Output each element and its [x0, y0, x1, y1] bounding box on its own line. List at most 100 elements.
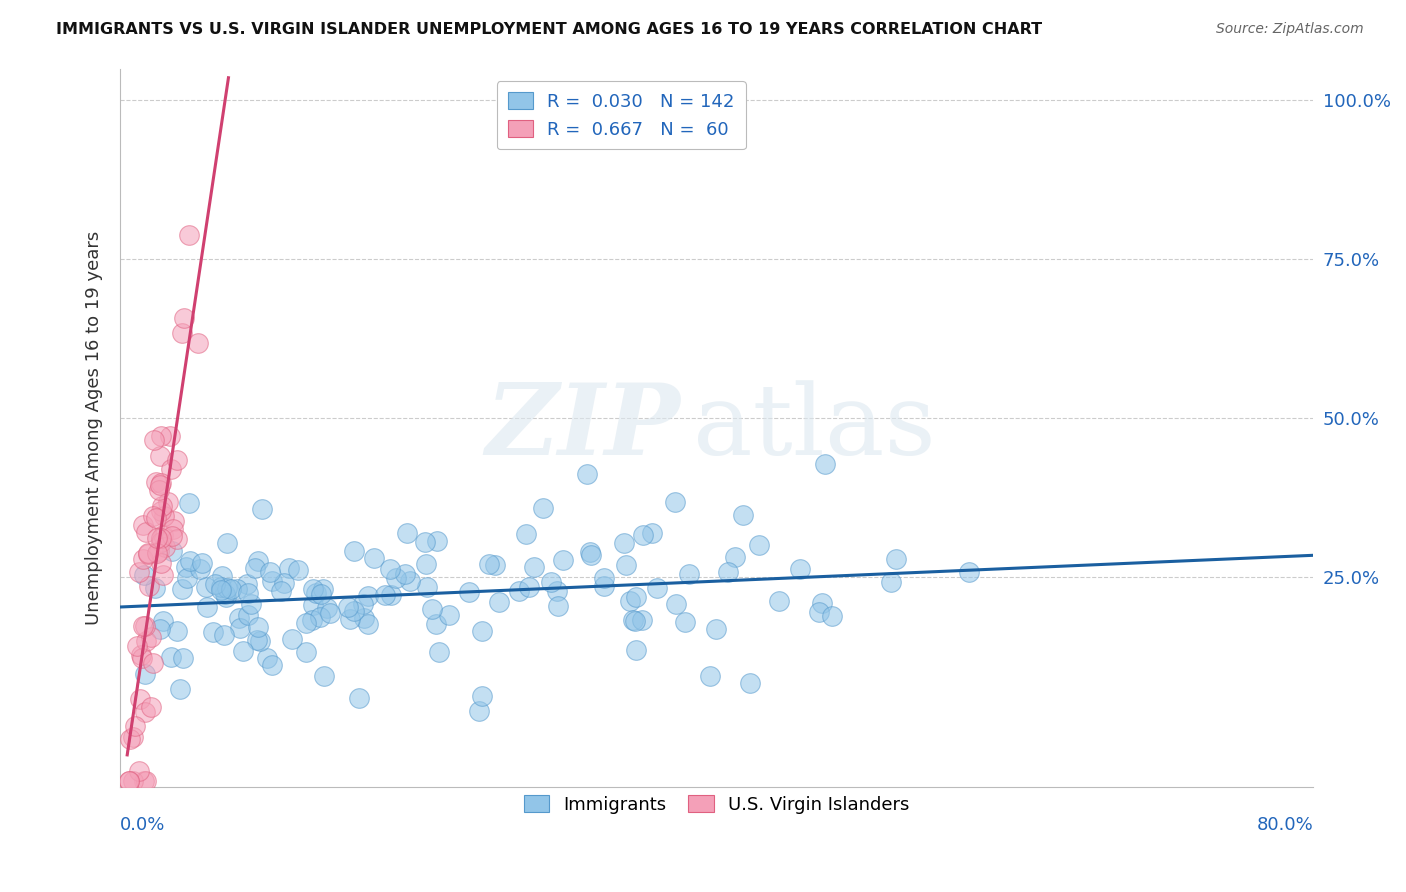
Point: [150, 499, 173, 513]
Point: [259, 565, 281, 579]
Point: [623, 614, 645, 628]
Point: [247, 553, 270, 567]
Point: [228, 611, 250, 625]
Point: [630, 613, 652, 627]
Point: [281, 632, 304, 646]
Point: [810, 596, 832, 610]
Point: [215, 581, 238, 595]
Point: [118, 773, 141, 788]
Point: [593, 571, 616, 585]
Point: [808, 605, 831, 619]
Point: [246, 620, 269, 634]
Point: [478, 558, 501, 572]
Point: [173, 310, 195, 325]
Y-axis label: Unemployment Among Ages 16 to 19 years: Unemployment Among Ages 16 to 19 years: [86, 231, 103, 625]
Point: [152, 614, 174, 628]
Point: [614, 558, 637, 572]
Point: [187, 336, 209, 351]
Point: [214, 628, 236, 642]
Point: [592, 579, 614, 593]
Point: [148, 483, 170, 497]
Point: [262, 658, 284, 673]
Point: [194, 580, 217, 594]
Point: [309, 610, 332, 624]
Point: [160, 462, 183, 476]
Point: [149, 622, 172, 636]
Point: [149, 504, 172, 518]
Point: [155, 540, 177, 554]
Point: [148, 544, 170, 558]
Point: [357, 590, 380, 604]
Point: [172, 651, 194, 665]
Point: [129, 648, 152, 663]
Point: [399, 574, 422, 589]
Point: [631, 528, 654, 542]
Point: [160, 528, 183, 542]
Point: [232, 644, 254, 658]
Point: [789, 562, 811, 576]
Point: [145, 511, 167, 525]
Point: [621, 614, 644, 628]
Point: [219, 582, 242, 597]
Point: [149, 449, 172, 463]
Point: [150, 429, 173, 443]
Point: [132, 773, 155, 788]
Point: [143, 581, 166, 595]
Point: [236, 586, 259, 600]
Point: [312, 582, 335, 596]
Point: [134, 619, 156, 633]
Point: [139, 700, 162, 714]
Point: [169, 682, 191, 697]
Point: [665, 597, 688, 611]
Point: [353, 611, 375, 625]
Point: [215, 590, 238, 604]
Point: [420, 602, 443, 616]
Point: [142, 509, 165, 524]
Text: ZIP: ZIP: [486, 379, 681, 476]
Point: [316, 600, 339, 615]
Point: [540, 574, 562, 589]
Point: [118, 732, 141, 747]
Point: [363, 550, 385, 565]
Point: [484, 558, 506, 572]
Point: [301, 598, 323, 612]
Point: [458, 585, 481, 599]
Point: [146, 531, 169, 545]
Point: [425, 616, 447, 631]
Point: [821, 609, 844, 624]
Point: [551, 553, 574, 567]
Point: [547, 599, 569, 614]
Point: [179, 554, 201, 568]
Point: [149, 478, 172, 492]
Point: [374, 589, 396, 603]
Point: [163, 514, 186, 528]
Point: [546, 583, 568, 598]
Point: [135, 773, 157, 788]
Text: atlas: atlas: [693, 380, 935, 475]
Point: [195, 600, 218, 615]
Point: [624, 591, 647, 605]
Point: [124, 719, 146, 733]
Point: [380, 589, 402, 603]
Point: [413, 535, 436, 549]
Point: [128, 764, 150, 778]
Point: [352, 597, 374, 611]
Point: [488, 595, 510, 609]
Point: [138, 546, 160, 560]
Point: [135, 524, 157, 539]
Point: [128, 565, 150, 579]
Point: [131, 651, 153, 665]
Point: [295, 616, 318, 631]
Point: [159, 429, 181, 443]
Point: [156, 495, 179, 509]
Point: [768, 594, 790, 608]
Point: [215, 535, 238, 549]
Point: [172, 582, 194, 596]
Point: [533, 501, 555, 516]
Point: [523, 559, 546, 574]
Point: [415, 557, 437, 571]
Point: [699, 669, 721, 683]
Point: [202, 624, 225, 639]
Point: [135, 634, 157, 648]
Point: [339, 612, 361, 626]
